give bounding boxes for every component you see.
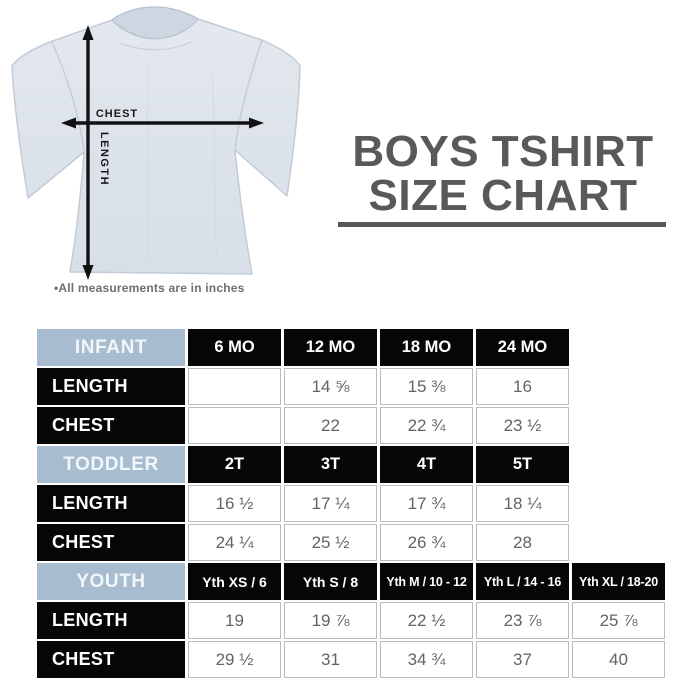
data-cell bbox=[188, 368, 281, 405]
table-row-toddler-chest: CHEST 24 ¼ 25 ½ 26 ¾ 28 bbox=[37, 524, 665, 561]
table-row-youth-length: LENGTH 19 19 ⅞ 22 ½ 23 ⅞ 25 ⅞ bbox=[37, 602, 665, 639]
data-cell: 15 ⅜ bbox=[380, 368, 473, 405]
size-column-header: Yth XL / 18-20 bbox=[572, 563, 665, 600]
measurement-note: •All measurements are in inches bbox=[54, 281, 245, 295]
data-cell bbox=[188, 407, 281, 444]
data-cell: 19 bbox=[188, 602, 281, 639]
data-cell: 29 ½ bbox=[188, 641, 281, 678]
data-cell: 25 ⅞ bbox=[572, 602, 665, 639]
data-cell: 22 bbox=[284, 407, 377, 444]
data-cell: 23 ⅞ bbox=[476, 602, 569, 639]
size-column-header: Yth L / 14 - 16 bbox=[476, 563, 569, 600]
title-block: BOYS TSHIRT SIZE CHART bbox=[338, 130, 668, 227]
chest-arrow-label: CHEST bbox=[96, 108, 138, 120]
chest-arrow bbox=[61, 117, 264, 129]
tshirt-diagram: CHEST LENGTH bbox=[11, 6, 301, 280]
table-row-infant-length: LENGTH 14 ⅝ 15 ⅜ 16 bbox=[37, 368, 665, 405]
row-label: LENGTH bbox=[37, 368, 185, 405]
data-cell: 17 ¾ bbox=[380, 485, 473, 522]
data-cell: 24 ¼ bbox=[188, 524, 281, 561]
data-cell: 16 ½ bbox=[188, 485, 281, 522]
size-column-header: 24 MO bbox=[476, 329, 569, 366]
row-label: CHEST bbox=[37, 641, 185, 678]
size-column-header: 5T bbox=[476, 446, 569, 483]
data-cell: 22 ¾ bbox=[380, 407, 473, 444]
table-row-youth-header: YOUTH Yth XS / 6 Yth S / 8 Yth M / 10 - … bbox=[37, 563, 665, 600]
data-cell: 34 ¾ bbox=[380, 641, 473, 678]
table-row-youth-chest: CHEST 29 ½ 31 34 ¾ 37 40 bbox=[37, 641, 665, 678]
table-row-infant-chest: CHEST 22 22 ¾ 23 ½ bbox=[37, 407, 665, 444]
row-label: LENGTH bbox=[37, 602, 185, 639]
size-column-header: 18 MO bbox=[380, 329, 473, 366]
table-row-toddler-header: TODDLER 2T 3T 4T 5T bbox=[37, 446, 665, 483]
title-underline bbox=[338, 222, 666, 227]
data-cell: 14 ⅝ bbox=[284, 368, 377, 405]
data-cell: 19 ⅞ bbox=[284, 602, 377, 639]
size-column-header: 4T bbox=[380, 446, 473, 483]
data-cell: 31 bbox=[284, 641, 377, 678]
section-header-toddler: TODDLER bbox=[37, 446, 185, 483]
data-cell: 40 bbox=[572, 641, 665, 678]
length-arrow-label: LENGTH bbox=[98, 132, 110, 186]
data-cell: 37 bbox=[476, 641, 569, 678]
size-column-header: 3T bbox=[284, 446, 377, 483]
length-arrow bbox=[82, 25, 94, 280]
data-cell: 22 ½ bbox=[380, 602, 473, 639]
table-row-infant-header: INFANT 6 MO 12 MO 18 MO 24 MO bbox=[37, 329, 665, 366]
row-label: CHEST bbox=[37, 407, 185, 444]
page-title-line-2: SIZE CHART bbox=[368, 171, 638, 220]
size-column-header: 6 MO bbox=[188, 329, 281, 366]
section-header-infant: INFANT bbox=[37, 329, 185, 366]
data-cell: 23 ½ bbox=[476, 407, 569, 444]
size-table: INFANT 6 MO 12 MO 18 MO 24 MO LENGTH 14 … bbox=[37, 329, 665, 680]
section-header-youth: YOUTH bbox=[37, 563, 185, 600]
size-column-header: Yth S / 8 bbox=[284, 563, 377, 600]
row-label: CHEST bbox=[37, 524, 185, 561]
size-column-header: Yth M / 10 - 12 bbox=[380, 563, 473, 600]
table-row-toddler-length: LENGTH 16 ½ 17 ¼ 17 ¾ 18 ¼ bbox=[37, 485, 665, 522]
size-column-header: 2T bbox=[188, 446, 281, 483]
data-cell: 26 ¾ bbox=[380, 524, 473, 561]
data-cell: 16 bbox=[476, 368, 569, 405]
data-cell: 18 ¼ bbox=[476, 485, 569, 522]
row-label: LENGTH bbox=[37, 485, 185, 522]
data-cell: 28 bbox=[476, 524, 569, 561]
tshirt-illustration bbox=[11, 6, 301, 275]
data-cell: 17 ¼ bbox=[284, 485, 377, 522]
size-column-header: 12 MO bbox=[284, 329, 377, 366]
size-column-header: Yth XS / 6 bbox=[188, 563, 281, 600]
page-title-line-1: BOYS TSHIRT bbox=[352, 127, 654, 176]
data-cell: 25 ½ bbox=[284, 524, 377, 561]
